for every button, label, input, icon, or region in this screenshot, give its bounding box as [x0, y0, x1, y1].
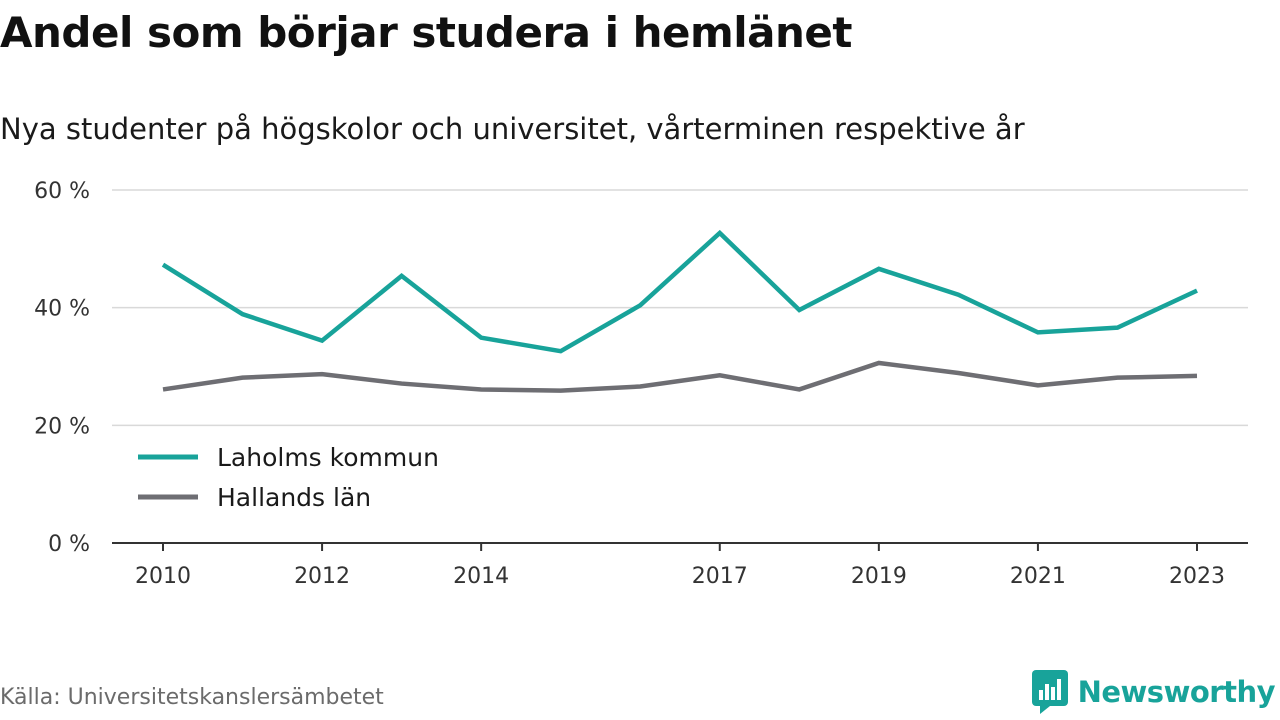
legend-label: Hallands län	[217, 483, 371, 512]
y-axis-ticks: 0 % 20 % 40 % 60 %	[34, 179, 90, 557]
chart-subtitle: Nya studenter på högskolor och universit…	[0, 112, 1025, 146]
series-line-laholms-kommun	[161, 229, 1198, 354]
x-tick-label: 2014	[453, 564, 509, 589]
chart-title: Andel som börjar studera i hemlänet	[0, 8, 853, 57]
x-tick-label: 2021	[1010, 564, 1066, 589]
y-tick-label: 60 %	[34, 179, 90, 204]
series-line-hallands-län	[162, 360, 1198, 393]
line-chart: 0 % 20 % 40 % 60 % 2010 2012 2014 2017 2019 2021…	[34, 179, 1248, 589]
brand-logo[interactable]: Newsworthy	[1031, 670, 1276, 714]
newsworthy-logo-icon	[1031, 670, 1068, 714]
y-tick-label: 0 %	[48, 532, 90, 557]
y-tick-label: 40 %	[34, 297, 90, 322]
x-tick-label: 2017	[692, 564, 748, 589]
legend: Laholms kommun Hallands län	[138, 443, 439, 512]
source-note: Källa: Universitetskanslersämbetet	[0, 685, 384, 710]
brand-name: Newsworthy	[1077, 675, 1276, 709]
legend-label: Laholms kommun	[217, 443, 439, 472]
x-tick-label: 2010	[135, 564, 191, 589]
gridlines	[112, 189, 1248, 427]
x-tick-label: 2012	[294, 564, 350, 589]
y-tick-label: 20 %	[34, 414, 90, 439]
x-axis: 2010 2012 2014 2017 2019 2021 2023	[112, 542, 1248, 589]
series-lines	[161, 229, 1198, 393]
x-tick-label: 2023	[1169, 564, 1225, 589]
x-tick-label: 2019	[851, 564, 907, 589]
